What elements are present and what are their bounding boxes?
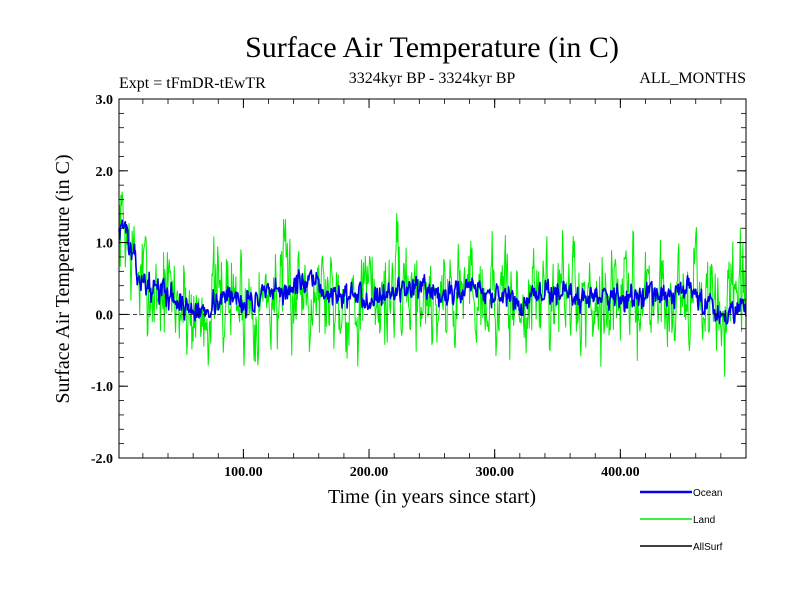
experiment-label: Expt = tFmDR-tEwTR [119,75,266,92]
legend: Ocean Land AllSurf [640,488,723,553]
chart-title: Surface Air Temperature (in C) [245,31,619,64]
axes: -2.0 -1.0 0.0 1.0 2.0 3.0 100.00 200.00 300.00 40… [91,93,747,480]
x-tick-label: 400.00 [601,465,640,480]
plot-frame [118,98,747,459]
x-axis-label: Time (in years since start) [328,486,536,508]
y-tick-label: -1.0 [91,380,113,395]
months-label: ALL_MONTHS [639,70,746,87]
legend-label-land: Land [693,515,715,526]
y-tick-label: 1.0 [96,237,114,252]
y-tick-label: 2.0 [96,165,114,180]
series-line-ocean [118,219,747,325]
plot-area [118,191,747,377]
x-tick-label: 300.00 [475,465,514,480]
legend-label-allsurf: AllSurf [693,542,723,553]
legend-label-ocean: Ocean [693,488,722,499]
y-tick-label: 3.0 [96,93,114,108]
y-tick-label: 0.0 [96,308,114,323]
y-axis-label: Surface Air Temperature (in C) [52,154,74,403]
time-range-label: 3324kyr BP - 3324kyr BP [349,70,516,87]
x-tick-label: 100.00 [224,465,263,480]
x-tick-label: 200.00 [350,465,389,480]
y-tick-label: -2.0 [91,452,113,467]
